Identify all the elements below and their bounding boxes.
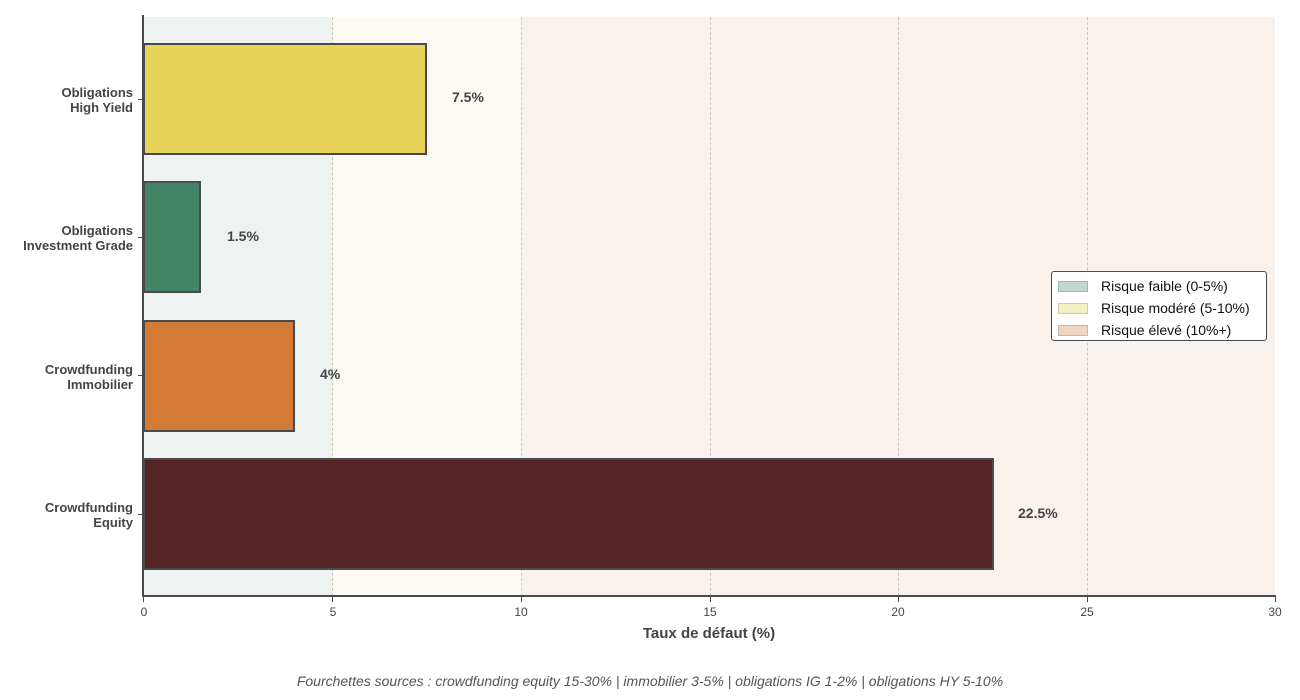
y-label-line1: Obligations [61, 85, 134, 100]
x-tick-label: 20 [891, 605, 905, 619]
legend: Risque faible (0-5%) Risque modéré (5-10… [1051, 271, 1267, 341]
y-label-line2: High Yield [70, 100, 133, 115]
y-axis-line [142, 15, 144, 597]
y-label-line2: Immobilier [67, 377, 133, 392]
x-tick-label: 10 [514, 605, 528, 619]
value-label-high-yield: 7.5% [452, 89, 484, 105]
y-label-crowdfunding-equity: Crowdfunding Equity [45, 500, 133, 530]
y-label-line1: Crowdfunding [44, 500, 133, 515]
x-tick [521, 597, 522, 602]
y-tick [138, 99, 143, 100]
x-tick [1087, 597, 1088, 602]
y-label-obligations-high-yield: Obligations High Yield [62, 85, 134, 115]
y-label-line1: Crowdfunding [44, 362, 133, 377]
legend-label: Risque élevé (10%+) [1101, 322, 1232, 338]
x-tick [898, 597, 899, 602]
x-tick-label: 5 [329, 605, 337, 619]
gridline-15 [710, 17, 711, 596]
gridline-20 [898, 17, 899, 596]
y-label-line1: Obligations [61, 223, 134, 238]
legend-entry-low-risk: Risque faible (0-5%) [1058, 275, 1260, 297]
y-label-obligations-investment-grade: Obligations Investment Grade [23, 223, 133, 253]
bar-crowdfunding-immobilier [143, 320, 295, 432]
value-label-equity: 22.5% [1018, 505, 1058, 521]
legend-entry-high-risk: Risque élevé (10%+) [1058, 319, 1260, 341]
x-tick [143, 597, 144, 602]
x-tick [710, 597, 711, 602]
value-label-investment-grade: 1.5% [227, 228, 259, 244]
gridline-10 [521, 17, 522, 596]
legend-swatch-low [1058, 280, 1088, 292]
value-label-immobilier: 4% [320, 366, 341, 382]
bar-crowdfunding-equity [143, 458, 994, 570]
source-footnote: Fourchettes sources : crowdfunding equit… [296, 673, 1004, 689]
bar-obligations-investment-grade [143, 181, 201, 293]
y-label-line2: Equity [93, 515, 133, 530]
x-tick-label: 30 [1268, 605, 1282, 619]
gridline-5 [332, 17, 333, 596]
bar-obligations-high-yield [143, 43, 427, 155]
x-tick-label: 0 [140, 605, 148, 619]
legend-swatch-moderate [1058, 302, 1088, 314]
x-axis-line [142, 595, 1276, 597]
y-label-crowdfunding-immobilier: Crowdfunding Immobilier [45, 362, 133, 392]
x-tick [332, 597, 333, 602]
legend-label: Risque faible (0-5%) [1101, 278, 1228, 294]
y-label-line2: Investment Grade [23, 238, 133, 253]
legend-swatch-high [1058, 324, 1088, 336]
x-axis-title: Taux de défaut (%) [642, 625, 776, 642]
legend-entry-moderate-risk: Risque modéré (5-10%) [1058, 297, 1260, 319]
y-tick [138, 375, 143, 376]
x-tick-label: 25 [1080, 605, 1094, 619]
x-tick [1275, 597, 1276, 602]
y-tick [138, 514, 143, 515]
legend-label: Risque modéré (5-10%) [1101, 300, 1250, 316]
x-tick-label: 15 [703, 605, 717, 619]
y-tick [138, 237, 143, 238]
